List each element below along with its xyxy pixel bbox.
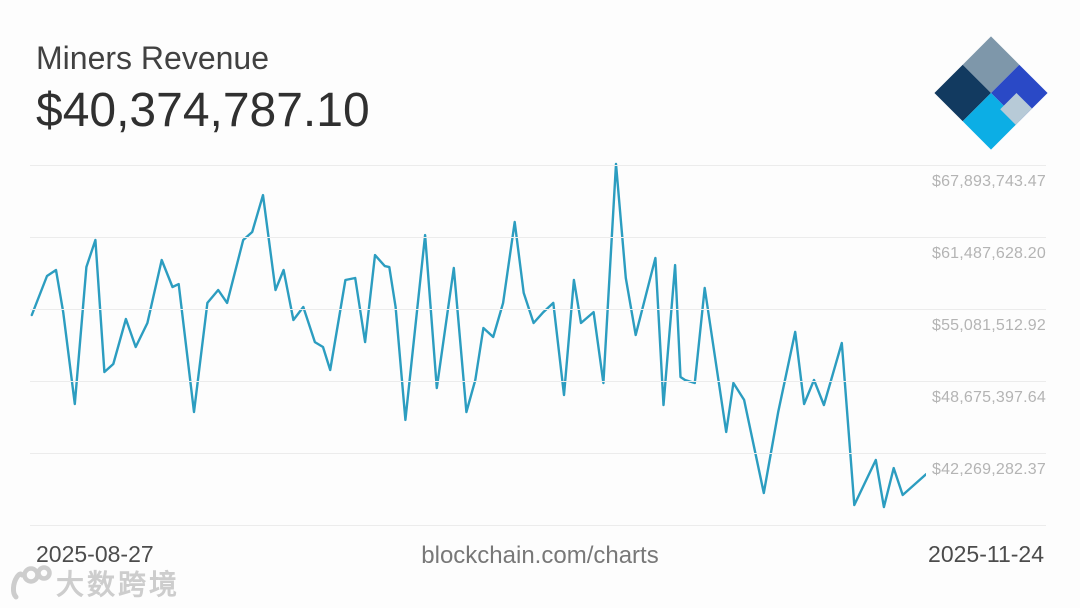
blockchain-logo-icon (934, 36, 1048, 150)
chart-current-value: $40,374,787.10 (36, 84, 370, 137)
watermark-text: 大数跨境 (56, 569, 181, 600)
y-axis-label: $67,893,743.47 (931, 173, 1046, 190)
revenue-line (30, 162, 926, 509)
revenue-line-chart (30, 162, 926, 509)
chart-title: Miners Revenue (36, 40, 269, 76)
y-axis-label: $55,081,512.92 (931, 317, 1046, 334)
plot-area: $67,893,743.47 $61,487,628.20 $55,081,512.… (30, 160, 1046, 527)
gridline (30, 453, 1046, 454)
y-axis-label: $48,675,397.64 (931, 389, 1046, 406)
y-axis-label: $61,487,628.20 (931, 245, 1046, 262)
gridline (30, 525, 1046, 526)
watermark-logo-icon (11, 565, 52, 600)
gridline (30, 237, 1046, 238)
gridline (30, 309, 1046, 310)
logo-diamond (934, 36, 1048, 150)
source-link[interactable]: blockchain.com/charts (421, 542, 659, 569)
gridline (30, 381, 1046, 382)
gridline (30, 165, 1046, 166)
y-axis-label: $42,269,282.37 (931, 461, 1046, 478)
x-axis-end-date: 2025-11-24 (928, 541, 1044, 567)
x-axis-start-date: 2025-08-27 (36, 541, 154, 567)
watermark: 大数跨境 (8, 563, 180, 603)
